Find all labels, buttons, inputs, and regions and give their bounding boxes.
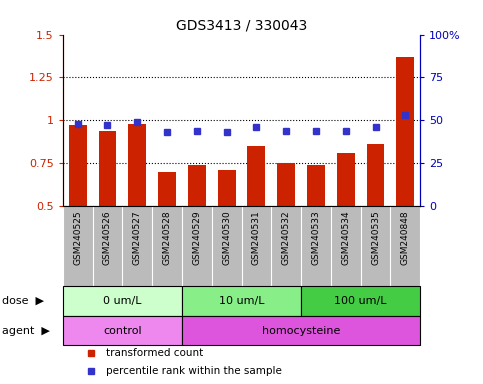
Text: agent  ▶: agent ▶	[2, 326, 50, 336]
Bar	[128, 124, 146, 206]
Text: GSM240528: GSM240528	[163, 210, 171, 265]
Text: GSM240534: GSM240534	[341, 210, 350, 265]
Bar	[69, 126, 86, 206]
Text: percentile rank within the sample: percentile rank within the sample	[106, 366, 282, 376]
Text: 10 um/L: 10 um/L	[219, 296, 264, 306]
Text: GSM240531: GSM240531	[252, 210, 261, 265]
Text: GSM240532: GSM240532	[282, 210, 291, 265]
Text: GSM240526: GSM240526	[103, 210, 112, 265]
Text: GSM240529: GSM240529	[192, 210, 201, 265]
Bar	[301, 286, 420, 316]
Text: GSM240848: GSM240848	[401, 210, 410, 265]
Text: GSM240525: GSM240525	[73, 210, 82, 265]
Text: GSM240535: GSM240535	[371, 210, 380, 265]
Bar	[63, 286, 182, 316]
Bar	[307, 165, 325, 206]
Text: GSM240527: GSM240527	[133, 210, 142, 265]
Title: GDS3413 / 330043: GDS3413 / 330043	[176, 18, 307, 32]
Bar	[182, 286, 301, 316]
Text: control: control	[103, 326, 142, 336]
Bar	[337, 153, 355, 206]
Text: 0 um/L: 0 um/L	[103, 296, 142, 306]
Bar	[63, 316, 182, 345]
Bar	[247, 146, 265, 206]
Text: 100 um/L: 100 um/L	[334, 296, 387, 306]
Text: transformed count: transformed count	[106, 348, 203, 358]
Bar	[188, 165, 206, 206]
Text: dose  ▶: dose ▶	[2, 296, 44, 306]
Bar	[182, 316, 420, 345]
Bar	[367, 144, 384, 206]
Bar	[99, 131, 116, 206]
Bar	[218, 170, 236, 206]
Text: GSM240530: GSM240530	[222, 210, 231, 265]
Text: homocysteine: homocysteine	[262, 326, 340, 336]
Bar	[397, 57, 414, 206]
Text: GSM240533: GSM240533	[312, 210, 320, 265]
Bar	[158, 172, 176, 206]
Bar	[277, 163, 295, 206]
